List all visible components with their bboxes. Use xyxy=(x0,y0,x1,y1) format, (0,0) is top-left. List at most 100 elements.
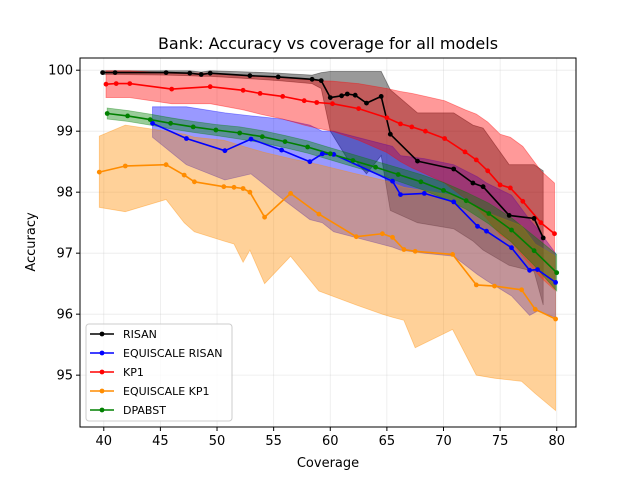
equiscale-kp1-point xyxy=(412,248,418,254)
y-tick-label: 98 xyxy=(56,186,73,201)
dpabst-point xyxy=(373,164,378,170)
equiscale-kp1-point xyxy=(380,231,385,237)
kp1-point xyxy=(462,149,468,155)
dpabst-point xyxy=(213,127,219,133)
kp1-point xyxy=(240,87,246,93)
equiscale-risan-point xyxy=(390,178,395,184)
dpabst-point xyxy=(282,139,288,145)
kp1-point xyxy=(113,81,119,86)
risan-point xyxy=(318,78,324,83)
x-tick-label: 70 xyxy=(435,434,452,449)
x-tick-label: 40 xyxy=(96,434,113,449)
equiscale-risan-point xyxy=(150,120,155,126)
equiscale-kp1-point xyxy=(163,162,169,168)
risan-point xyxy=(415,158,420,164)
risan-point xyxy=(387,131,393,137)
risan-point xyxy=(163,70,169,75)
equiscale-kp1-point xyxy=(181,172,187,178)
equiscale-kp1-point xyxy=(240,186,246,191)
risan-point xyxy=(100,70,105,75)
legend-swatch-marker xyxy=(99,388,105,394)
legend-label-risan: RISAN xyxy=(123,328,157,341)
equiscale-kp1-point xyxy=(231,184,237,190)
dpabst-point xyxy=(259,134,265,140)
equiscale-risan-point xyxy=(421,191,427,196)
y-tick-label: 100 xyxy=(48,64,73,79)
equiscale-kp1-point xyxy=(519,287,524,293)
y-tick-label: 99 xyxy=(56,125,73,140)
kp1-point xyxy=(485,168,491,174)
risan-point xyxy=(247,73,253,79)
dpabst-point xyxy=(190,124,196,130)
dpabst-point xyxy=(168,120,174,126)
equiscale-kp1-point xyxy=(96,169,102,175)
equiscale-kp1-point xyxy=(221,184,227,190)
dpabst-point xyxy=(395,172,401,177)
equiscale-kp1-band xyxy=(98,124,556,412)
series-markers xyxy=(96,70,560,322)
dpabst-point xyxy=(531,248,537,254)
risan-point xyxy=(327,95,333,100)
legend-label-dpabst: DPABST xyxy=(123,404,166,417)
risan-point xyxy=(344,91,350,97)
dpabst-point xyxy=(463,198,469,204)
y-axis-label: Accuracy xyxy=(24,212,39,272)
equiscale-kp1-point xyxy=(401,247,407,252)
risan-point xyxy=(187,70,193,76)
dpabst-point xyxy=(237,130,243,136)
legend-label-kp1: KP1 xyxy=(123,366,144,379)
dpabst-point xyxy=(147,117,153,122)
equiscale-risan-point xyxy=(484,228,489,234)
risan-point xyxy=(470,180,476,186)
dpabst-point xyxy=(104,111,110,116)
legend-swatch-marker xyxy=(99,369,105,375)
equiscale-kp1-point xyxy=(532,306,538,312)
kp1-point xyxy=(330,101,335,107)
legend-swatch-marker xyxy=(99,350,105,356)
dpabst-point xyxy=(554,270,560,276)
equiscale-risan-line xyxy=(152,122,557,284)
equiscale-kp1-point xyxy=(192,179,197,185)
dpabst-point xyxy=(441,188,446,193)
dpabst-point xyxy=(125,113,130,119)
kp1-point xyxy=(169,86,175,92)
kp1-point xyxy=(552,231,557,237)
risan-point xyxy=(480,184,486,190)
risan-point xyxy=(112,70,118,75)
risan-point xyxy=(378,94,384,99)
kp1-point xyxy=(423,128,428,134)
dpabst-point xyxy=(418,179,424,185)
equiscale-kp1-point xyxy=(473,282,479,288)
equiscale-risan-point xyxy=(398,192,403,198)
x-tick-label: 80 xyxy=(548,434,565,449)
risan-point xyxy=(339,93,344,99)
risan-point xyxy=(540,235,546,241)
dpabst-point xyxy=(350,158,356,163)
equiscale-kp1-point xyxy=(450,252,455,257)
x-tick-label: 65 xyxy=(379,434,396,449)
risan-point xyxy=(451,166,457,172)
equiscale-risan-point xyxy=(451,199,457,205)
x-tick-label: 50 xyxy=(209,434,226,449)
equiscale-kp1-point xyxy=(262,214,267,220)
y-tick-label: 97 xyxy=(56,247,73,262)
risan-point xyxy=(207,70,213,76)
dpabst-point xyxy=(486,211,492,216)
legend-label-equiscale-kp1: EQUISCALE KP1 xyxy=(123,385,210,398)
kp1-point xyxy=(127,81,133,86)
kp1-point xyxy=(257,91,263,96)
equiscale-kp1-point xyxy=(553,316,558,322)
equiscale-risan-point xyxy=(248,136,254,142)
equiscale-kp1-point xyxy=(353,234,359,240)
kp1-point xyxy=(103,81,109,87)
kp1-point xyxy=(356,106,361,111)
risan-point xyxy=(198,72,204,77)
kp1-point xyxy=(409,124,415,130)
risan-point xyxy=(275,74,281,80)
kp1-point xyxy=(398,121,403,127)
kp1-point xyxy=(314,100,320,105)
kp1-point xyxy=(280,94,286,99)
kp1-point xyxy=(497,182,503,188)
equiscale-kp1-point xyxy=(247,189,253,195)
